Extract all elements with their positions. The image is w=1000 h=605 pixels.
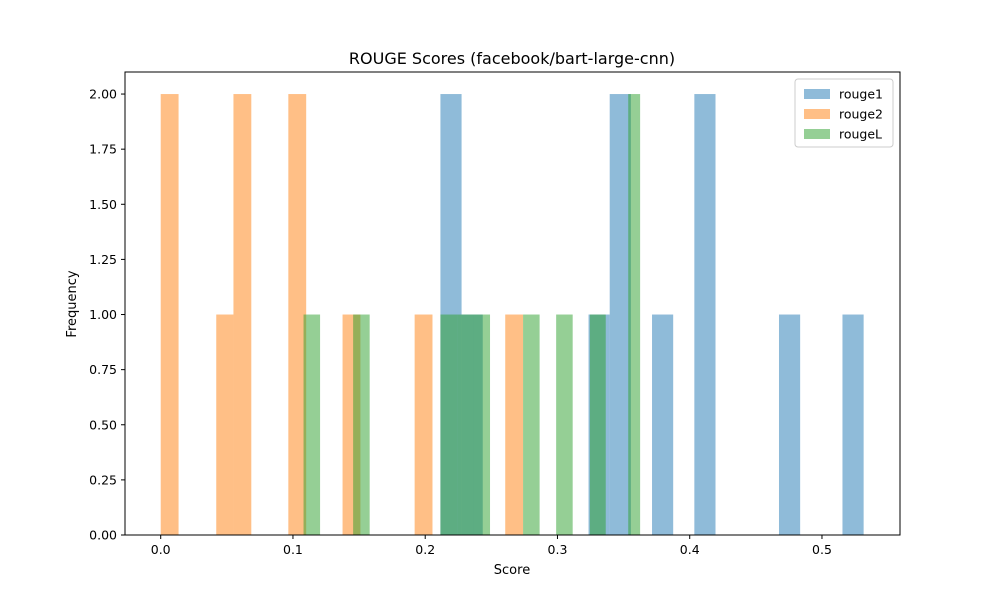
rougeL-bar [473,314,491,535]
rouge2-bar [216,314,234,535]
y-tick-label: 1.00 [89,307,117,322]
y-tick-label: 0.75 [89,362,117,377]
series-rouge1 [440,94,864,536]
y-tick-label: 1.50 [89,197,117,212]
x-axis-label: Score [494,563,530,578]
chart-title: ROUGE Scores (facebook/bart-large-cnn) [349,49,675,68]
rougeL-bar [353,314,370,535]
x-tick-label: 0.5 [812,542,832,557]
rougeL-bar [523,314,540,535]
y-tick-label: 1.75 [89,142,117,157]
y-axis-label: Frequency [65,270,80,337]
x-tick-label: 0.2 [415,542,435,557]
rougeL-bar [457,314,474,535]
legend-label-rouge2: rouge2 [839,107,883,122]
x-tick-label: 0.3 [548,542,568,557]
y-tick-label: 2.00 [89,87,117,102]
rouge2-bar [414,314,433,535]
rouge1-bar [652,314,674,535]
rouge1-bar [694,94,716,536]
legend-swatch-rouge1 [804,89,830,99]
rouge2-bar [160,94,179,536]
legend-label-rouge1: rouge1 [839,87,883,102]
x-tick-label: 0.0 [151,542,171,557]
x-axis-ticks: 0.0 0.1 0.2 0.3 0.4 0.5 [151,535,832,557]
bars-layer [160,94,864,536]
rouge2-bar [288,94,307,536]
series-rougeL [303,94,641,536]
rougeL-bar [303,314,321,535]
legend-label-rougeL: rougeL [839,127,882,142]
x-tick-label: 0.1 [283,542,303,557]
y-axis-ticks: 0.00 0.25 0.50 0.75 1.00 1.25 1.50 1.75 2.00 [89,87,125,543]
rougeL-bar [556,314,573,535]
legend-swatch-rougeL [804,129,830,139]
plot-frame [124,71,901,536]
y-tick-label: 1.25 [89,252,117,267]
rougeL-bar [589,314,606,535]
legend: rouge1 rouge2 rougeL [794,78,894,148]
rougeL-bar [628,94,641,536]
legend-swatch-rouge2 [804,109,830,119]
rouge1-bar [609,94,631,536]
rouge1-bar [842,314,864,535]
rouge2-bar [505,314,524,535]
rouge1-bar [778,314,801,535]
rougeL-bar [440,314,458,535]
rouge2-bar [233,94,252,536]
y-tick-label: 0.00 [89,528,117,543]
y-tick-label: 0.25 [89,472,117,487]
x-tick-label: 0.4 [680,542,700,557]
y-tick-label: 0.50 [89,417,117,432]
